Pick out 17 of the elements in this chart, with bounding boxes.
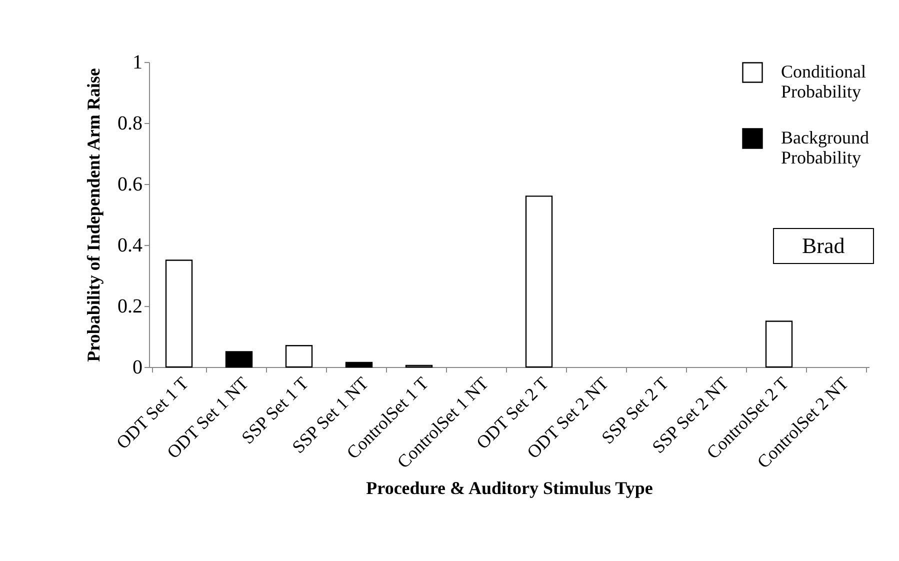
bar bbox=[165, 260, 193, 368]
bar bbox=[345, 362, 373, 368]
bar bbox=[525, 196, 553, 368]
legend-label: Conditional Probability bbox=[781, 62, 866, 102]
y-tick-label: 0.6 bbox=[118, 174, 142, 196]
legend-label: Background Probability bbox=[781, 128, 869, 168]
y-tick-label: 1 bbox=[132, 52, 142, 74]
y-tick-label: 0 bbox=[132, 356, 142, 378]
bar bbox=[285, 345, 313, 368]
bar bbox=[225, 351, 253, 368]
y-tick-label: 0.4 bbox=[118, 234, 142, 256]
y-tick-label: 0.2 bbox=[118, 296, 142, 318]
annotation: Brad bbox=[773, 228, 874, 264]
y-axis-title: Probability of Independent Arm Raise bbox=[84, 68, 104, 362]
x-axis-title: Procedure & Auditory Stimulus Type bbox=[366, 478, 653, 498]
y-tick-label: 0.8 bbox=[118, 112, 142, 134]
bar bbox=[765, 320, 793, 368]
